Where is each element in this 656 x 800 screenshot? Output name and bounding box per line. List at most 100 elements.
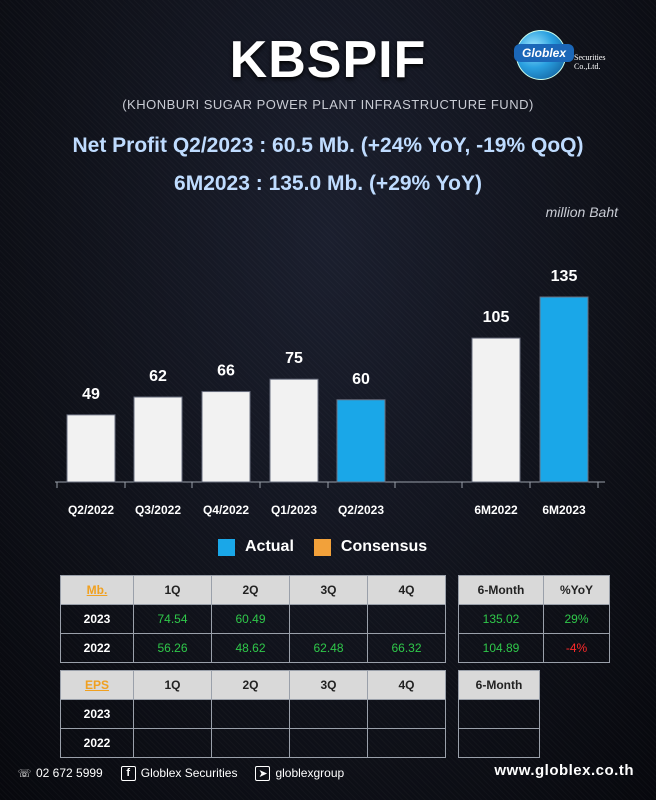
table-cell <box>458 728 540 758</box>
bar-Q4/2022 <box>201 391 251 483</box>
telegram-name: globlexgroup <box>275 766 345 780</box>
table-cell <box>367 728 446 758</box>
table-cell: 66.32 <box>367 633 446 663</box>
row-label: 2022 <box>60 633 134 663</box>
table-header-cell: 6-Month <box>458 575 544 605</box>
table-cell: 74.54 <box>133 604 212 634</box>
x-tick-label: Q3/2022 <box>135 503 181 517</box>
table-cell <box>211 728 290 758</box>
table-header-cell: EPS <box>60 670 134 700</box>
table-header-row: EPS 1Q 2Q 3Q 4Q <box>60 670 446 700</box>
facebook-icon: f <box>120 765 136 781</box>
table-cell: 104.89 <box>458 633 544 663</box>
legend-swatch-actual <box>218 538 235 556</box>
table-cell <box>367 604 446 634</box>
table-cell <box>211 699 290 729</box>
website-link[interactable]: www.globlex.co.th <box>494 762 634 779</box>
page-subtitle: (KHONBURI SUGAR POWER PLANT INFRASTRUCTU… <box>122 97 534 112</box>
data-label: 105 <box>483 309 510 326</box>
page-title: KBSPIF <box>229 31 427 89</box>
row-label: 2022 <box>60 728 134 758</box>
bar-6M2022 <box>471 337 521 483</box>
legend-label-consensus: Consensus <box>340 538 428 555</box>
legend-item-actual: Actual <box>218 538 294 556</box>
chart-legend: Actual Consensus <box>218 538 437 556</box>
phone-icon: ☏ <box>17 767 32 780</box>
table-cell: 60.49 <box>211 604 290 634</box>
table-header-cell: 1Q <box>133 575 212 605</box>
data-label: 135 <box>551 268 578 285</box>
headline-6m: 6M2023 : 135.0 Mb. (+29% YoY) <box>174 172 482 195</box>
bar-Q2/2022 <box>66 414 116 483</box>
table-row <box>458 699 540 729</box>
table-header-cell: 3Q <box>289 575 368 605</box>
table-cell: 135.02 <box>458 604 544 634</box>
logo-text: Globlex <box>514 44 574 62</box>
mb-side-table: 6-Month %YoY 135.02 29% 104.89 -4% <box>458 575 610 663</box>
data-label: 66 <box>217 363 235 380</box>
data-label: 62 <box>149 368 167 385</box>
table-row: 2022 56.26 48.62 62.48 66.32 <box>60 633 446 663</box>
data-label: 75 <box>285 350 303 367</box>
table-cell <box>289 699 368 729</box>
row-label: 2023 <box>60 604 134 634</box>
x-tick-label: Q1/2023 <box>271 503 317 517</box>
unit-label: million Baht <box>545 204 618 220</box>
table-cell <box>367 699 446 729</box>
table-row <box>458 728 540 758</box>
eps-table: EPS 1Q 2Q 3Q 4Q 2023 2022 <box>60 670 446 758</box>
footer-phone[interactable]: ☏ 02 672 5999 <box>18 766 103 780</box>
footer: ☏ 02 672 5999 f Globlex Securities ➤ glo… <box>18 762 638 784</box>
table-header-cell: 1Q <box>133 670 212 700</box>
bar-6M2023 <box>539 296 589 483</box>
telegram-icon: ➤ <box>255 765 271 781</box>
table-header-cell: 4Q <box>367 670 446 700</box>
data-label: 60 <box>352 371 370 388</box>
headline-net-profit: Net Profit Q2/2023 : 60.5 Mb. (+24% YoY,… <box>72 134 584 157</box>
footer-facebook[interactable]: f Globlex Securities <box>120 765 238 781</box>
bar-Q1/2023 <box>269 378 319 483</box>
x-tick-label: Q4/2022 <box>203 503 249 517</box>
bar-chart: 49 Q2/2022 62 Q3/2022 66 Q4/2022 75 Q1/2023 60 Q2… <box>55 268 605 517</box>
table-cell: 48.62 <box>211 633 290 663</box>
table-row: 2023 <box>60 699 446 729</box>
phone-number: 02 672 5999 <box>36 766 103 780</box>
table-cell <box>289 604 368 634</box>
x-tick-label: Q2/2023 <box>338 503 384 517</box>
table-cell <box>458 699 540 729</box>
row-label: 2023 <box>60 699 134 729</box>
table-row: 104.89 -4% <box>458 633 610 663</box>
table-cell: 29% <box>543 604 610 634</box>
bar-Q2/2023 <box>336 399 386 483</box>
legend-item-consensus: Consensus <box>313 538 428 556</box>
table-header-cell: 6-Month <box>458 670 540 700</box>
table-header-cell: Mb. <box>60 575 134 605</box>
table-header-cell: 2Q <box>211 670 290 700</box>
table-row: 2022 <box>60 728 446 758</box>
mb-table: Mb. 1Q 2Q 3Q 4Q 2023 74.54 60.49 2022 56… <box>60 575 446 663</box>
x-tick-label: Q2/2022 <box>68 503 114 517</box>
table-cell: 62.48 <box>289 633 368 663</box>
table-header-row: 6-Month %YoY <box>458 575 610 605</box>
table-cell <box>289 728 368 758</box>
footer-telegram[interactable]: ➤ globlexgroup <box>255 765 345 781</box>
table-header-cell: 3Q <box>289 670 368 700</box>
x-tick-label: 6M2022 <box>474 503 518 517</box>
table-header-cell: 4Q <box>367 575 446 605</box>
logo-suffix: Securities Co.,Ltd. <box>574 53 606 71</box>
table-cell: -4% <box>543 633 610 663</box>
x-tick-label: 6M2023 <box>542 503 586 517</box>
table-cell <box>133 728 212 758</box>
table-row: 135.02 29% <box>458 604 610 634</box>
table-cell <box>133 699 212 729</box>
table-header-cell: 2Q <box>211 575 290 605</box>
legend-label-actual: Actual <box>245 538 294 555</box>
eps-side-table: 6-Month <box>458 670 540 758</box>
facebook-name: Globlex Securities <box>140 766 238 780</box>
table-header-row: Mb. 1Q 2Q 3Q 4Q <box>60 575 446 605</box>
table-cell: 56.26 <box>133 633 212 663</box>
table-row: 2023 74.54 60.49 <box>60 604 446 634</box>
table-header-row: 6-Month <box>458 670 540 700</box>
globlex-logo: Globlex Securities Co.,Ltd. <box>512 30 632 82</box>
